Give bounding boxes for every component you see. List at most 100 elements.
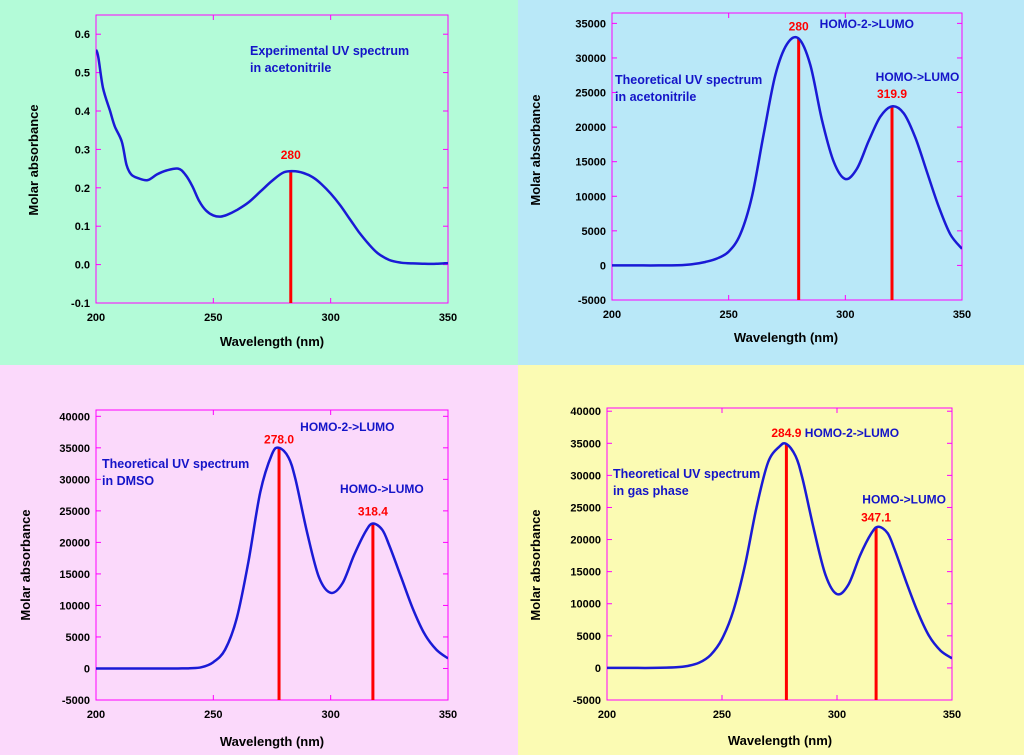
peak-label: 347.1 — [861, 511, 891, 525]
y-axis-label: Molar absorbance — [528, 94, 543, 205]
y-tick-label: 5000 — [582, 226, 606, 238]
plot-frame — [95, 409, 449, 701]
x-axis-label: Wavelength (nm) — [220, 734, 324, 749]
panel-background — [518, 365, 1024, 755]
y-tick-label: 35000 — [570, 438, 601, 450]
plot-frame — [95, 14, 449, 304]
y-tick-label: 30000 — [59, 474, 90, 486]
peak-label: 284.9 — [771, 426, 801, 440]
chart-title: Experimental UV spectrum — [250, 44, 409, 58]
y-tick-label: 0.6 — [75, 29, 90, 41]
y-tick-label: 35000 — [59, 443, 90, 455]
y-axis-label: Molar absorbance — [528, 509, 543, 620]
y-tick-label: 0 — [600, 260, 606, 272]
peak-label: 318.4 — [358, 504, 388, 518]
transition-annotation: HOMO-2->LUMO — [820, 17, 914, 31]
y-tick-label: 25000 — [59, 506, 90, 518]
chart-title-line2: in acetonitrile — [250, 61, 331, 75]
chart-svg: -5000 0 5000 10000 15000 20000 25000 30000 35000… — [518, 365, 1024, 755]
y-axis-label: Molar absorbance — [18, 509, 33, 620]
plot-frame — [606, 407, 953, 701]
x-tick-label: 350 — [943, 709, 961, 721]
y-tick-label: -5000 — [62, 695, 90, 707]
y-tick-label: 35000 — [575, 18, 606, 30]
y-tick-label: 40000 — [59, 411, 90, 423]
y-tick-label: 30000 — [575, 53, 606, 65]
y-tick-label: 0.4 — [75, 106, 91, 118]
x-tick-label: 300 — [321, 312, 339, 324]
chart-svg: -0.1 0.0 0.1 0.2 0.3 0.4 0.5 0.6 200 250 300 350 Wav… — [0, 0, 518, 365]
y-tick-label: -5000 — [578, 295, 606, 307]
theoretical-gas-phase-panel: -5000 0 5000 10000 15000 20000 25000 30000 35000… — [518, 365, 1024, 755]
plot-area — [96, 446, 448, 700]
x-tick-label: 200 — [87, 312, 105, 324]
transition-annotation: HOMO->LUMO — [862, 493, 946, 507]
y-tick-label: 0.5 — [75, 68, 90, 80]
x-tick-label: 200 — [87, 709, 105, 721]
chart-svg: -5000 0 5000 10000 15000 20000 25000 30000 35000… — [518, 0, 1024, 365]
x-tick-label: 200 — [603, 309, 621, 321]
spectrum-curve — [607, 441, 952, 670]
y-tick-label: 0.3 — [75, 144, 90, 156]
spectrum-curve — [612, 35, 962, 267]
y-tick-label: 30000 — [570, 470, 601, 482]
peak-label: 319.9 — [877, 87, 907, 101]
chart-svg: -5000 0 5000 10000 15000 20000 25000 30000 35000… — [0, 365, 518, 755]
peak-label: 278.0 — [264, 432, 294, 446]
x-tick-label: 250 — [719, 309, 737, 321]
spectrum-curve — [96, 49, 448, 266]
x-tick-label: 250 — [204, 312, 222, 324]
y-tick-label: 25000 — [570, 502, 601, 514]
y-tick-label: 0.1 — [75, 221, 90, 233]
x-tick-label: 250 — [204, 709, 222, 721]
chart-title-line2: in acetonitrile — [615, 90, 696, 104]
transition-annotation: HOMO->LUMO — [876, 70, 960, 84]
theoretical-dmso-panel: -5000 0 5000 10000 15000 20000 25000 30000 35000… — [0, 365, 518, 755]
x-tick-label: 350 — [439, 709, 457, 721]
spectrum-curve — [96, 446, 448, 670]
y-tick-label: 15000 — [575, 157, 606, 169]
x-tick-label: 350 — [439, 312, 457, 324]
panel-background — [0, 365, 518, 755]
experimental-acetonitrile-panel: -0.1 0.0 0.1 0.2 0.3 0.4 0.5 0.6 200 250 300 350 Wav… — [0, 0, 518, 365]
x-tick-label: 250 — [713, 709, 731, 721]
y-axis-label: Molar absorbance — [26, 104, 41, 215]
panel-background — [518, 0, 1024, 365]
y-tick-label: -0.1 — [71, 298, 90, 310]
y-tick-label: 25000 — [575, 88, 606, 100]
y-tick-label: 15000 — [570, 567, 601, 579]
y-tick-label: 0.0 — [75, 260, 90, 272]
transition-annotation: HOMO-2->LUMO — [805, 426, 899, 440]
x-axis-label: Wavelength (nm) — [728, 733, 832, 748]
peak-label: 280 — [789, 19, 809, 33]
x-tick-label: 300 — [828, 709, 846, 721]
x-axis-label: Wavelength (nm) — [220, 334, 324, 349]
y-tick-label: 20000 — [570, 535, 601, 547]
x-tick-label: 300 — [321, 709, 339, 721]
chart-title: Theoretical UV spectrum — [613, 467, 760, 481]
panel-background — [0, 0, 518, 365]
y-tick-label: 0 — [595, 663, 601, 675]
x-tick-label: 300 — [836, 309, 854, 321]
y-tick-label: 20000 — [575, 122, 606, 134]
plot-area — [96, 49, 448, 303]
plot-area — [607, 441, 952, 700]
y-tick-label: 10000 — [575, 191, 606, 203]
x-tick-label: 350 — [953, 309, 971, 321]
y-tick-label: 0.2 — [75, 183, 90, 195]
y-tick-label: 15000 — [59, 569, 90, 581]
y-tick-label: 10000 — [570, 599, 601, 611]
x-tick-label: 200 — [598, 709, 616, 721]
theoretical-acetonitrile-panel: -5000 0 5000 10000 15000 20000 25000 30000 35000… — [518, 0, 1024, 365]
transition-annotation: HOMO->LUMO — [340, 482, 424, 496]
y-tick-label: 20000 — [59, 537, 90, 549]
peak-label: 280 — [281, 148, 301, 162]
y-tick-label: 5000 — [66, 632, 90, 644]
y-tick-label: 10000 — [59, 600, 90, 612]
plot-frame — [611, 12, 963, 301]
chart-title: Theoretical UV spectrum — [615, 73, 762, 87]
chart-title-line2: in gas phase — [613, 484, 689, 498]
x-axis-label: Wavelength (nm) — [734, 330, 838, 345]
chart-title-line2: in DMSO — [102, 474, 154, 488]
y-tick-label: -5000 — [573, 695, 601, 707]
